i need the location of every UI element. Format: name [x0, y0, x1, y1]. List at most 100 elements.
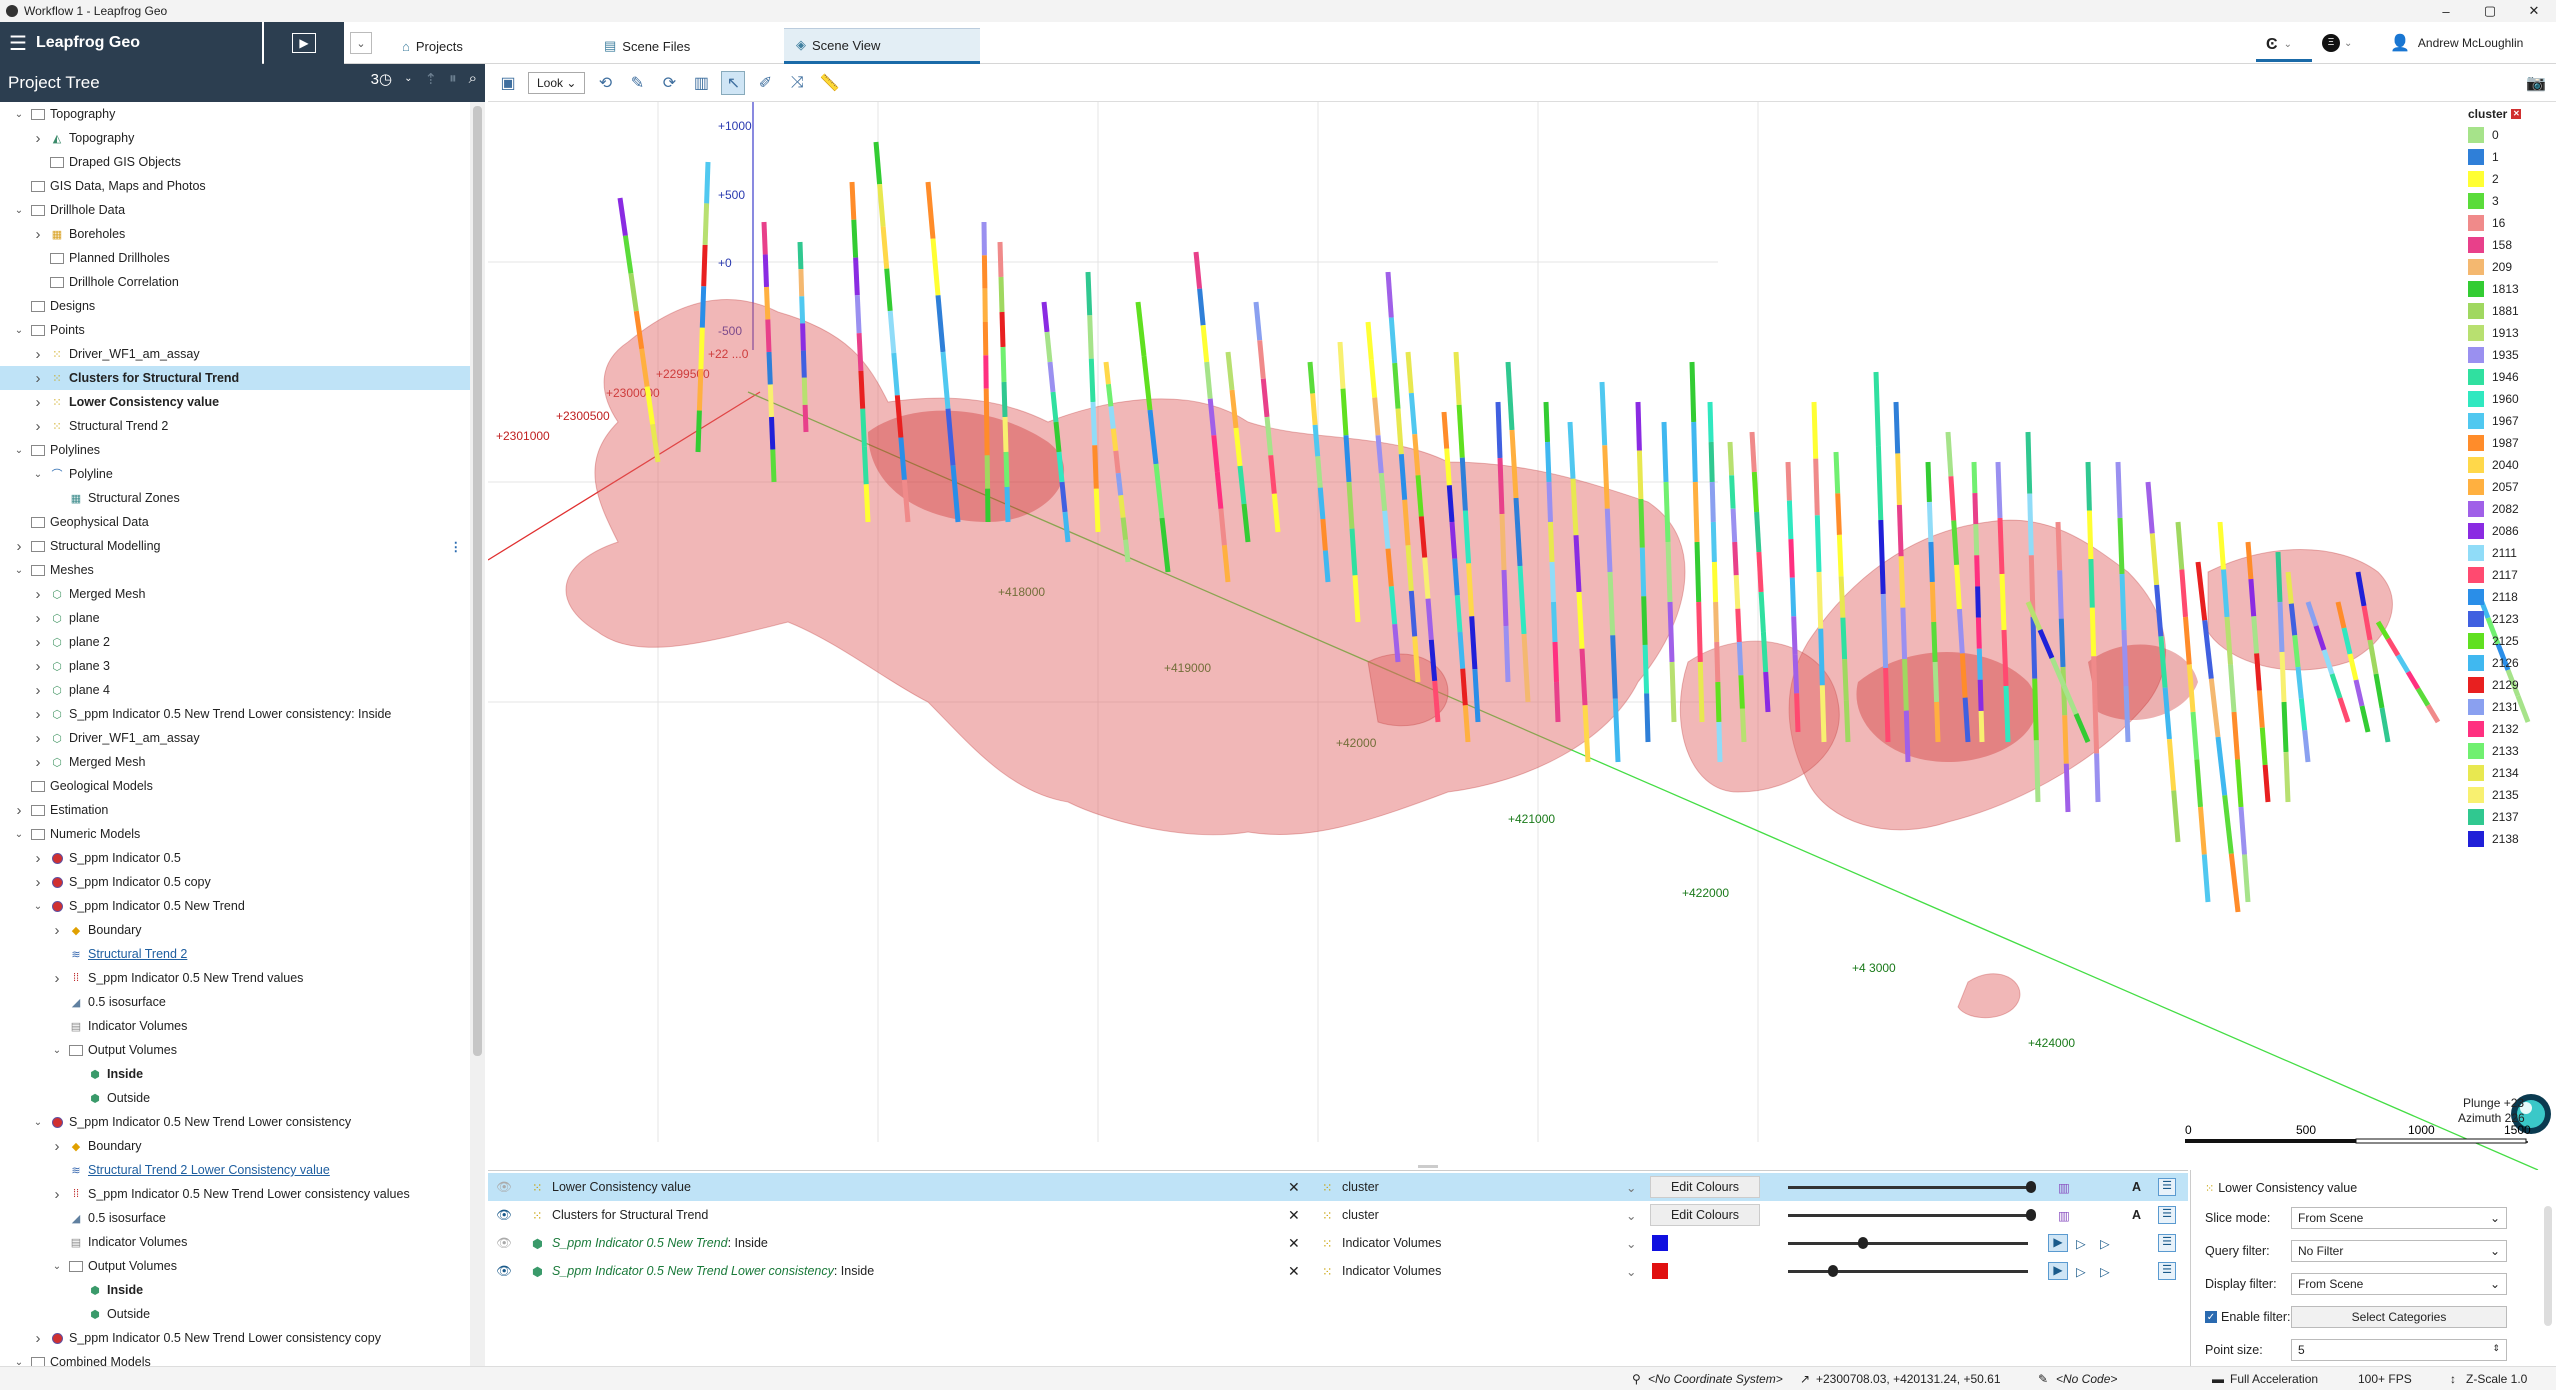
slice-icon[interactable]: ▥ — [693, 74, 709, 92]
chevron-right-icon[interactable]: › — [54, 1137, 60, 1155]
next-icon[interactable]: ▷ — [2100, 1236, 2110, 1251]
tree-item[interactable]: ⌄ ⌒ Polyline — [0, 462, 470, 486]
tree-item[interactable]: › ⁙ Clusters for Structural Trend — [0, 366, 470, 390]
tab-scene-view[interactable]: ◈ Scene View — [784, 28, 980, 64]
chevron-right-icon[interactable]: › — [54, 921, 60, 939]
hamburger-menu-icon[interactable]: ☰ — [9, 32, 27, 55]
chevron-right-icon[interactable]: › — [35, 417, 41, 435]
scroll-thumb[interactable] — [473, 106, 482, 1056]
chevron-down-icon[interactable]: ⌄ — [14, 1356, 24, 1368]
chevron-right-icon[interactable]: › — [35, 609, 41, 627]
minimize-button[interactable]: – — [2442, 3, 2450, 19]
close-window-button[interactable]: ✕ — [2528, 3, 2540, 18]
run-button[interactable]: ▶ — [264, 22, 344, 64]
user-account-button[interactable]: 👤 Andrew McLoughlin — [2390, 30, 2556, 56]
chevron-down-icon[interactable]: ⌄ — [33, 1116, 43, 1128]
tree-item[interactable]: ◢ 0.5 isosurface — [0, 1206, 470, 1230]
tree-item[interactable]: › ⁞⁞ S_ppm Indicator 0.5 New Trend values — [0, 966, 470, 990]
move-icon[interactable]: ⤨ — [791, 73, 804, 91]
tree-item[interactable]: › ⁙ Lower Consistency value — [0, 390, 470, 414]
opacity-slider[interactable] — [1788, 1214, 2028, 1217]
eye-icon[interactable]: 👁 — [496, 1207, 512, 1222]
acceleration-mode[interactable]: Full Acceleration — [2230, 1371, 2319, 1386]
chevron-down-icon[interactable]: ⌄ — [404, 73, 413, 84]
tree-item[interactable]: › ⬡ plane — [0, 606, 470, 630]
tree-item[interactable]: ⬢ Inside — [0, 1062, 470, 1086]
chevron-right-icon[interactable]: › — [35, 129, 41, 147]
properties-icon[interactable]: ☰ — [2158, 1206, 2176, 1224]
tree-item[interactable]: › ⬡ Driver_WF1_am_assay — [0, 726, 470, 750]
chevron-right-icon[interactable]: › — [35, 369, 41, 387]
chevron-down-icon[interactable]: ⌄ — [14, 828, 24, 840]
search-icon[interactable]: ⌕ — [468, 70, 477, 87]
tree-item[interactable]: › Structural Modelling ⋮ — [0, 534, 470, 558]
tree-item[interactable]: ⌄ Output Volumes — [0, 1038, 470, 1062]
tree-item[interactable]: Designs — [0, 294, 470, 318]
enable-filter-checkbox[interactable]: ✓ — [2205, 1311, 2217, 1323]
opacity-slider[interactable] — [1788, 1270, 2028, 1273]
refresh-icon[interactable]: ⟳ — [662, 74, 677, 92]
tree-item[interactable]: ⌄ Combined Models — [0, 1350, 470, 1370]
step-icon[interactable]: ▷ — [2076, 1264, 2086, 1279]
remove-icon[interactable]: ✕ — [1288, 1178, 1300, 1195]
draw-icon[interactable]: ✎ — [630, 74, 645, 92]
tree-item[interactable]: › ◆ Boundary — [0, 1134, 470, 1158]
colour-swatch[interactable] — [1652, 1263, 1668, 1279]
tree-item[interactable]: ⌄ Output Volumes — [0, 1254, 470, 1278]
chevron-down-icon[interactable]: ⌄ — [14, 108, 24, 120]
tree-item[interactable]: ◢ 0.5 isosurface — [0, 990, 470, 1014]
orientation-compass[interactable] — [2511, 1094, 2551, 1134]
zscale-readout[interactable]: Z-Scale 1.0 — [2466, 1371, 2528, 1386]
shape-list-row[interactable]: 👁 ⁙ Lower Consistency value ✕ ⁙ cluster ⌄ Edit … — [488, 1173, 2188, 1201]
colour-by-select[interactable]: cluster — [1342, 1208, 1379, 1222]
properties-icon[interactable]: ☰ — [2158, 1178, 2176, 1196]
tree-item[interactable]: › S_ppm Indicator 0.5 — [0, 846, 470, 870]
play-icon[interactable]: ▶ — [2048, 1234, 2068, 1252]
eye-hidden-icon[interactable]: 👁 — [496, 1179, 512, 1194]
chevron-right-icon[interactable]: › — [16, 801, 22, 819]
ruler-icon[interactable]: 📏 — [819, 74, 840, 92]
chevron-right-icon[interactable]: › — [35, 681, 41, 699]
look-dropdown[interactable]: Look ⌄ — [528, 71, 586, 94]
tree-item[interactable]: Drillhole Correlation — [0, 270, 470, 294]
tree-item[interactable]: › Estimation — [0, 798, 470, 822]
tree-item[interactable]: ⌄ Points — [0, 318, 470, 342]
chevron-right-icon[interactable]: › — [35, 729, 41, 747]
tree-item[interactable]: › ⬡ plane 2 — [0, 630, 470, 654]
chevron-right-icon[interactable]: › — [35, 873, 41, 891]
tree-item[interactable]: › ⬡ Merged Mesh — [0, 750, 470, 774]
properties-icon[interactable]: ☰ — [2158, 1234, 2176, 1252]
chevron-down-icon[interactable]: ⌄ — [52, 1044, 62, 1056]
chevron-right-icon[interactable]: › — [35, 345, 41, 363]
point-size-input[interactable]: 5 ⇕ — [2291, 1339, 2507, 1361]
edit-colours-button[interactable]: Edit Colours — [1650, 1176, 1760, 1198]
tree-item[interactable]: GIS Data, Maps and Photos — [0, 174, 470, 198]
chevron-right-icon[interactable]: › — [35, 849, 41, 867]
run-dropdown-button[interactable]: ⌄ — [350, 32, 372, 54]
tree-item[interactable]: ≋ Structural Trend 2 Lower Consistency va… — [0, 1158, 470, 1182]
tree-item[interactable]: › ⬡ Merged Mesh — [0, 582, 470, 606]
chevron-right-icon[interactable]: › — [35, 393, 41, 411]
eye-icon[interactable]: 👁 — [496, 1263, 512, 1278]
colour-swatch[interactable] — [1652, 1235, 1668, 1251]
shape-list-row[interactable]: 👁 ⬢ S_ppm Indicator 0.5 New Trend Lower co… — [488, 1257, 2188, 1285]
tab-scene-files[interactable]: ▤ Scene Files — [592, 28, 782, 64]
code-value[interactable]: <No Code> — [2056, 1371, 2118, 1386]
chevron-right-icon[interactable]: › — [35, 657, 41, 675]
tree-item[interactable]: ⌄ S_ppm Indicator 0.5 New Trend Lower con… — [0, 1110, 470, 1134]
tree-item[interactable]: Geophysical Data — [0, 510, 470, 534]
scene-canvas[interactable]: +1000+500+0-500 +2301000+2300500+2300000… — [488, 102, 2556, 1170]
chevron-down-icon[interactable]: ⌄ — [1626, 1180, 1637, 1195]
more-options-icon[interactable]: ⋮ — [449, 539, 463, 554]
tree-item[interactable]: ▤ Indicator Volumes — [0, 1014, 470, 1038]
remove-icon[interactable]: ✕ — [1288, 1262, 1300, 1279]
tree-item[interactable]: › ⁞⁞ S_ppm Indicator 0.5 New Trend Lower c… — [0, 1182, 470, 1206]
opacity-slider[interactable] — [1788, 1186, 2028, 1189]
eye-hidden-icon[interactable]: 👁 — [496, 1235, 512, 1250]
tree-item[interactable]: ▤ Indicator Volumes — [0, 1230, 470, 1254]
scene-viewport[interactable]: +1000 +500 +0 -500 +2301000 +2300500 +2300000… — [488, 102, 2556, 1170]
chevron-right-icon[interactable]: › — [54, 1185, 60, 1203]
tree-item[interactable]: ⌄ Topography — [0, 102, 470, 126]
remove-icon[interactable]: ✕ — [1288, 1206, 1300, 1223]
tree-item[interactable]: ≋ Structural Trend 2 — [0, 942, 470, 966]
